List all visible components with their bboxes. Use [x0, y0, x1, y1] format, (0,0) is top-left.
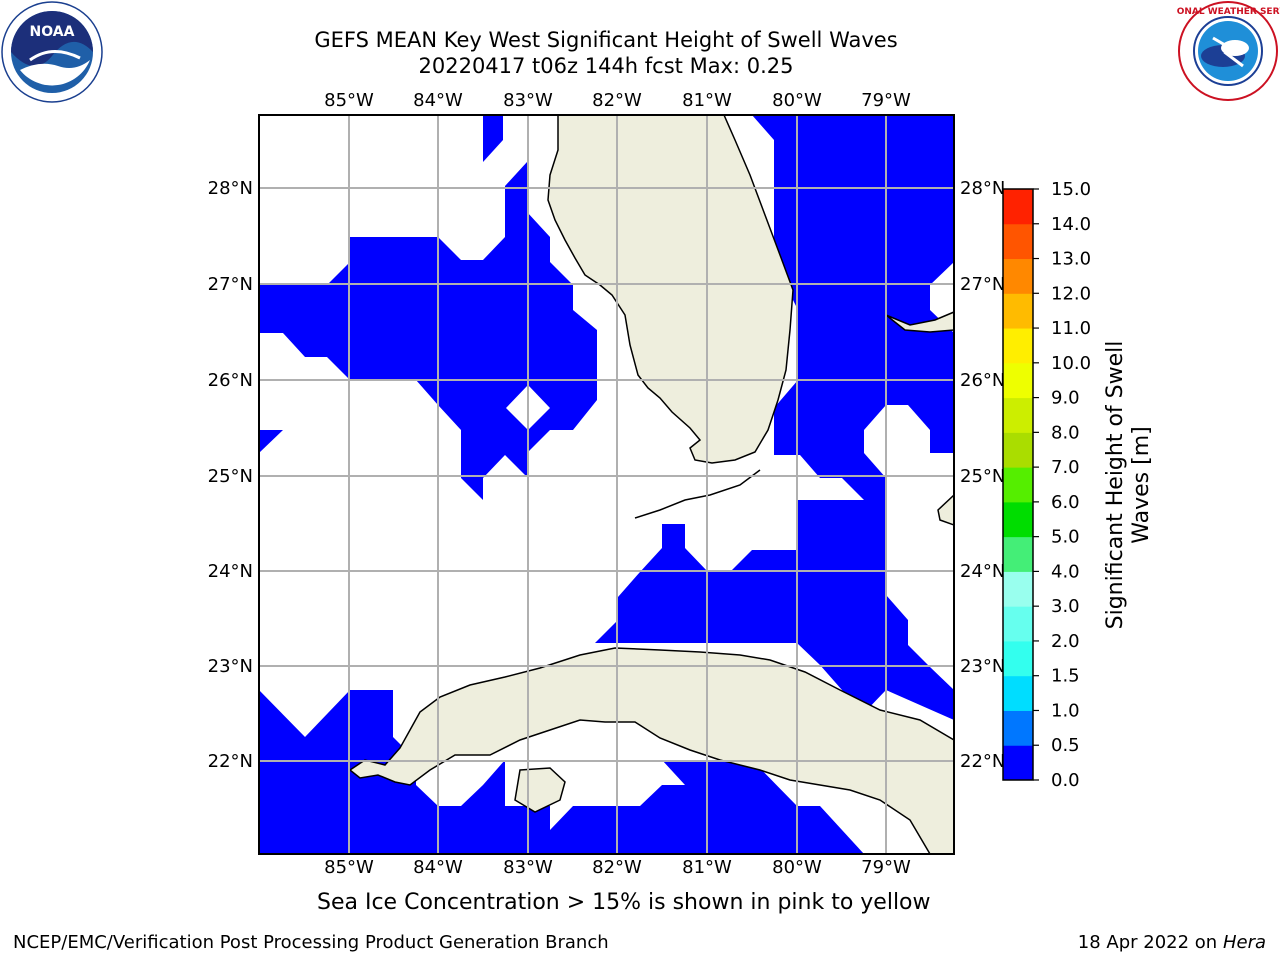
noaa-logo: NOAA [1, 1, 103, 103]
colorbar-tick-label: 4.0 [1051, 561, 1080, 582]
land-cuba [348, 647, 954, 854]
colorbar-segment [1003, 293, 1033, 329]
sea-ice-note: Sea Ice Concentration > 15% is shown in … [317, 890, 931, 915]
colorbar-tick-label: 8.0 [1051, 422, 1080, 443]
colorbar-segment [1003, 328, 1033, 364]
colorbar-frame [1002, 188, 1034, 781]
lat-label: 24°N [208, 561, 253, 582]
colorbar-tick-label: 3.0 [1051, 596, 1080, 617]
lon-label: 82°W [592, 90, 642, 111]
colorbar-tick-label: 6.0 [1051, 492, 1080, 513]
colorbar-segment [1003, 501, 1033, 538]
chart-title-line2: 20220417 t06z 144h fcst Max: 0.25 [418, 54, 794, 78]
lon-label: 84°W [413, 857, 463, 878]
lat-label: 23°N [208, 656, 253, 677]
lon-labels-bottom: 85°W 84°W 83°W 82°W 81°W 80°W 79°W [324, 857, 911, 878]
footer-date: 18 Apr 2022 on Hera [1078, 932, 1266, 953]
lon-label: 85°W [324, 90, 374, 111]
lat-label: 25°N [208, 466, 253, 487]
colorbar-segment [1003, 223, 1033, 260]
colorbar-segment [1003, 745, 1033, 781]
colorbar [1002, 188, 1034, 781]
colorbar-tick-label: 9.0 [1051, 388, 1080, 409]
colorbar-ticks: 0.0 0.5 1.0 1.5 2.0 3.0 4.0 5.0 6.0 7.0 8.0 9.0 10.0… [1033, 179, 1091, 791]
colorbar-segment [1003, 397, 1033, 433]
colorbar-tick-label: 11.0 [1051, 318, 1091, 339]
gridlines [259, 115, 954, 854]
colorbar-segment [1003, 675, 1033, 711]
nws-logo-ring-text: NATIONAL WEATHER SERVICE [1177, 7, 1280, 17]
lat-label: 25°N [960, 466, 1005, 487]
noaa-logo-text: NOAA [30, 24, 75, 40]
colorbar-tick-label: 1.5 [1051, 666, 1080, 687]
colorbar-segment [1003, 640, 1033, 677]
lon-label: 81°W [682, 90, 732, 111]
nws-logo: NATIONAL WEATHER SERVICE [1177, 1, 1280, 101]
lon-label: 81°W [682, 857, 732, 878]
colorbar-tick-label: 7.0 [1051, 457, 1080, 478]
land-florida [547, 115, 794, 464]
colorbar-segment [1003, 432, 1033, 468]
colorbar-label: Significant Height of SwellWaves [m] [1103, 341, 1154, 630]
lat-label: 22°N [960, 751, 1005, 772]
lon-labels-top: 85°W 84°W 83°W 82°W 81°W 80°W 79°W [324, 90, 911, 111]
colorbar-segment [1003, 362, 1033, 399]
florida-keys [634, 469, 761, 519]
colorbar-segment [1003, 710, 1033, 746]
map-frame [258, 114, 955, 855]
colorbar-tick-label: 13.0 [1051, 249, 1091, 270]
lon-label: 80°W [772, 857, 822, 878]
colorbar-segment [1003, 189, 1033, 225]
lat-label: 28°N [208, 178, 253, 199]
lat-label: 24°N [960, 561, 1005, 582]
footer-date-text: 18 Apr 2022 on [1077, 932, 1223, 953]
swell-region [259, 115, 954, 854]
colorbar-tick-label: 14.0 [1051, 214, 1091, 235]
colorbar-segment [1003, 258, 1033, 294]
lat-label: 27°N [208, 274, 253, 295]
colorbar-segment [1003, 606, 1033, 642]
colorbar-segment [1003, 536, 1033, 572]
lon-label: 83°W [503, 857, 553, 878]
colorbar-tick-label: 2.0 [1051, 631, 1080, 652]
lon-label: 79°W [861, 90, 911, 111]
lat-label: 27°N [960, 274, 1005, 295]
lat-label: 26°N [208, 370, 253, 391]
colorbar-tick-label: 1.0 [1051, 700, 1080, 721]
lat-labels-left: 28°N 27°N 26°N 25°N 24°N 23°N 22°N [208, 178, 253, 772]
lat-label: 26°N [960, 370, 1005, 391]
lat-label: 22°N [208, 751, 253, 772]
chart-title-line1: GEFS MEAN Key West Significant Height of… [314, 28, 898, 52]
colorbar-tick-label: 15.0 [1051, 179, 1091, 200]
colorbar-tick-label: 10.0 [1051, 353, 1091, 374]
lon-label: 85°W [324, 857, 374, 878]
lon-label: 82°W [592, 857, 642, 878]
lat-labels-right: 28°N 27°N 26°N 25°N 24°N 23°N 22°N [960, 178, 1005, 772]
colorbar-tick-label: 0.0 [1051, 770, 1080, 791]
lat-label: 23°N [960, 656, 1005, 677]
footer-host: Hera [1222, 932, 1266, 953]
lon-label: 83°W [503, 90, 553, 111]
lon-label: 80°W [772, 90, 822, 111]
colorbar-tick-label: 0.5 [1051, 735, 1080, 756]
lon-label: 79°W [861, 857, 911, 878]
land-bahamas [885, 311, 954, 333]
colorbar-segment [1003, 467, 1033, 503]
land-andros [937, 493, 954, 526]
lon-label: 84°W [413, 90, 463, 111]
colorbar-segment [1003, 571, 1033, 607]
colorbar-tick-label: 12.0 [1051, 283, 1091, 304]
lat-label: 28°N [960, 178, 1005, 199]
colorbar-tick-label: 5.0 [1051, 527, 1080, 548]
footer-credit: NCEP/EMC/Verification Post Processing Pr… [13, 932, 609, 953]
